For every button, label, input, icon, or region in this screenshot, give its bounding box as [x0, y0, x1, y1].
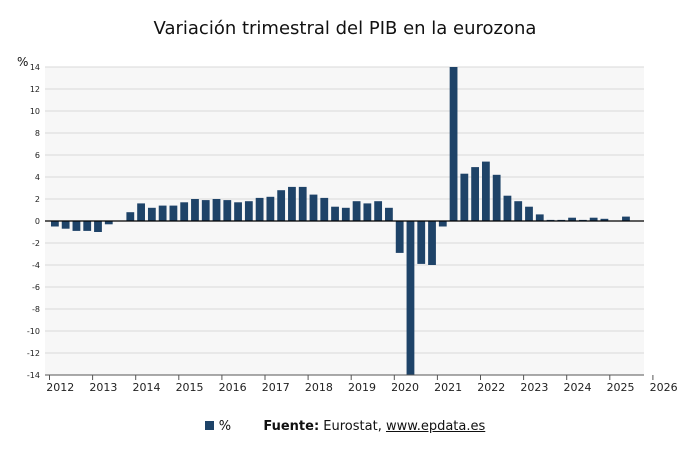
bar[interactable] [223, 200, 232, 221]
bar[interactable] [309, 194, 318, 221]
bar[interactable] [137, 203, 145, 221]
bar[interactable] [298, 186, 307, 221]
bar[interactable] [525, 206, 533, 221]
bar[interactable] [568, 217, 576, 221]
x-tick-label: 2012 [46, 381, 74, 394]
bar[interactable] [126, 212, 135, 221]
axes: -14 -12 -10 -8 -6 -4 -2 0 2 4 6 8 10 12 14 2012 2013 2014… [27, 63, 678, 394]
bar[interactable] [449, 67, 458, 221]
bar[interactable] [331, 206, 339, 221]
x-tick-label: 2017 [262, 381, 290, 394]
y-tick-label: -12 [27, 349, 40, 358]
x-tick-label: 2016 [219, 381, 247, 394]
bars [50, 67, 630, 375]
bar[interactable] [234, 202, 242, 221]
x-tick-label: 2024 [563, 381, 591, 394]
y-tick-label: 8 [35, 129, 40, 138]
bar[interactable] [255, 197, 264, 221]
y-tick-label: -2 [32, 239, 40, 248]
x-tick-label: 2025 [607, 381, 635, 394]
bar[interactable] [438, 221, 447, 227]
bar[interactable] [481, 161, 490, 221]
bar[interactable] [94, 221, 102, 232]
x-tick-label: 2018 [305, 381, 333, 394]
bar[interactable] [169, 205, 178, 221]
y-tick-label: -6 [32, 283, 40, 292]
y-tick-label: 2 [35, 195, 40, 204]
bar[interactable] [460, 173, 469, 221]
bar[interactable] [320, 197, 329, 221]
y-tick-label: 12 [30, 85, 40, 94]
bar[interactable] [158, 205, 167, 221]
legend: % Fuente: Eurostat, www.epdata.es [0, 419, 690, 434]
source-text: Eurostat, [323, 419, 382, 434]
bar[interactable] [374, 201, 383, 221]
bar[interactable] [503, 195, 512, 221]
x-tick-label: 2015 [176, 381, 204, 394]
y-tick-label: -8 [32, 305, 40, 314]
source-link[interactable]: www.epdata.es [385, 419, 486, 434]
bar[interactable] [180, 202, 189, 221]
bar[interactable] [104, 221, 113, 225]
legend-series-label[interactable]: % [218, 419, 232, 434]
bar[interactable] [191, 199, 199, 221]
bar[interactable] [201, 200, 210, 221]
y-tick-label: 6 [35, 151, 40, 160]
bar[interactable] [492, 174, 501, 221]
y-tick-label: -4 [32, 261, 40, 270]
bar[interactable] [417, 221, 426, 264]
bar[interactable] [83, 221, 92, 231]
bar[interactable] [600, 218, 609, 221]
bar[interactable] [514, 201, 523, 221]
y-tick-label: 4 [35, 173, 40, 182]
bar[interactable] [266, 196, 275, 221]
bar[interactable] [50, 221, 59, 227]
y-tick-label: 0 [35, 217, 40, 226]
bar[interactable] [589, 217, 598, 221]
bar[interactable] [385, 207, 393, 221]
bar[interactable] [341, 207, 350, 221]
bar[interactable] [535, 214, 544, 221]
y-axis-unit-label: % [17, 55, 28, 69]
x-tick-label: 2026 [650, 381, 678, 394]
x-tick-label: 2023 [520, 381, 548, 394]
bar[interactable] [61, 221, 70, 229]
x-tick-label: 2020 [391, 381, 419, 394]
bar[interactable] [395, 221, 404, 253]
bar[interactable] [277, 190, 286, 221]
bar[interactable] [244, 201, 253, 221]
bar[interactable] [147, 207, 156, 221]
bar[interactable] [363, 203, 372, 221]
x-tick-label: 2014 [132, 381, 160, 394]
legend-swatch [204, 421, 214, 430]
bar[interactable] [352, 201, 361, 221]
bar[interactable] [428, 221, 436, 265]
y-tick-label: 14 [30, 63, 40, 72]
bar[interactable] [212, 199, 221, 221]
source-label: Fuente: [263, 419, 320, 434]
chart-title: Variación trimestral del PIB en la euroz… [153, 18, 537, 39]
y-tick-label: -14 [27, 371, 40, 380]
bar[interactable] [622, 216, 630, 221]
bar[interactable] [72, 221, 81, 231]
bar[interactable] [406, 221, 415, 375]
y-tick-label: 10 [30, 107, 40, 116]
y-tick-label: -10 [27, 327, 40, 336]
x-tick-label: 2022 [477, 381, 505, 394]
x-tick-label: 2019 [348, 381, 376, 394]
x-tick-label: 2021 [434, 381, 462, 394]
bar[interactable] [288, 186, 296, 221]
x-tick-label: 2013 [89, 381, 117, 394]
bar[interactable] [471, 167, 480, 221]
